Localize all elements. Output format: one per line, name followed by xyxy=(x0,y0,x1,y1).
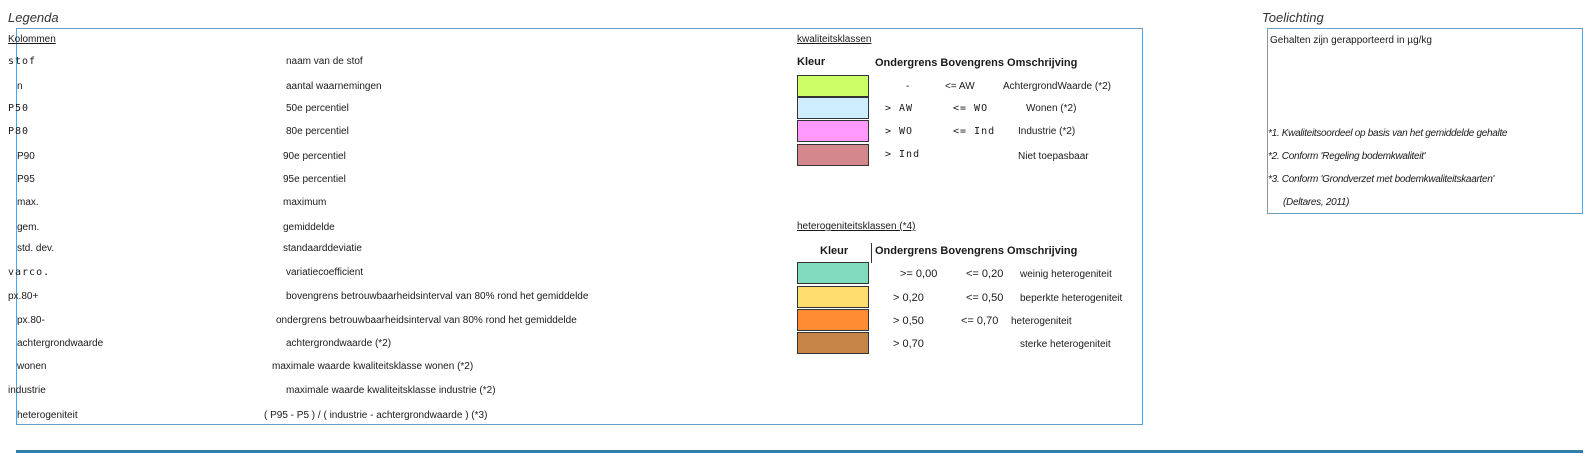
legend-key: px.80+ xyxy=(8,291,39,302)
legend-key: varco. xyxy=(8,267,51,278)
hetero-onder: > 0,50 xyxy=(893,315,924,327)
legend-desc: gemiddelde xyxy=(283,222,335,233)
hetero-col-divider xyxy=(871,243,872,263)
legend-desc: achtergrondwaarde (*2) xyxy=(286,338,392,349)
hetero-desc: weinig heterogeniteit xyxy=(1020,269,1112,280)
legend-key: stof xyxy=(8,56,37,67)
legend-key: n xyxy=(17,81,23,92)
toelichting-note: *2. Conform 'Regeling bodemkwaliteit' xyxy=(1268,151,1426,162)
legend-desc: 80e percentiel xyxy=(286,126,349,137)
legend-desc: bovengrens betrouwbaarheidsinterval van … xyxy=(286,291,589,302)
quality-col-kleur: Kleur xyxy=(797,56,826,68)
toelichting-text: Gehalten zijn gerapporteerd in µg/kg xyxy=(1270,35,1432,46)
legend-key: gem. xyxy=(17,222,40,233)
hetero-swatch xyxy=(797,309,869,331)
legend-key: max. xyxy=(17,197,39,208)
toelichting-note: *1. Kwaliteitsoordeel op basis van het g… xyxy=(1268,128,1508,139)
legend-desc: aantal waarnemingen xyxy=(286,81,382,92)
quality-onder: > WO xyxy=(885,126,914,137)
legend-desc: ( P95 - P5 ) / ( industrie - achtergrond… xyxy=(264,410,488,421)
legend-desc: 90e percentiel xyxy=(283,151,346,162)
hetero-desc: beperkte heterogeniteit xyxy=(1020,293,1123,304)
quality-swatch xyxy=(797,97,869,119)
hetero-boven: <= 0,70 xyxy=(961,315,999,327)
toelichting-title: Toelichting xyxy=(1262,10,1324,25)
hetero-swatch xyxy=(797,286,869,308)
hetero-swatch xyxy=(797,262,869,284)
legend-key: std. dev. xyxy=(17,243,55,254)
bottom-divider xyxy=(16,450,1583,453)
legend-desc: 95e percentiel xyxy=(283,174,346,185)
hetero-onder: > 0,20 xyxy=(893,292,924,304)
hetero-boven: <= 0,50 xyxy=(966,292,1004,304)
legend-key: achtergrondwaarde xyxy=(17,338,104,349)
quality-onder: - xyxy=(906,81,910,92)
hetero-onder: > 0,70 xyxy=(893,338,924,350)
legend-key: industrie xyxy=(8,385,46,396)
legend-desc: standaarddeviatie xyxy=(283,243,362,254)
hetero-boven: <= 0,20 xyxy=(966,268,1004,280)
quality-desc: Wonen (*2) xyxy=(1026,103,1077,114)
legend-desc: ondergrens betrouwbaarheidsinterval van … xyxy=(276,315,577,326)
legend-desc: maximum xyxy=(283,197,327,208)
quality-desc: Niet toepasbaar xyxy=(1018,151,1089,162)
legend-key: wonen xyxy=(17,361,47,372)
legend-box xyxy=(16,28,1143,425)
toelichting-note: (Deltares, 2011) xyxy=(1283,197,1350,208)
hetero-header: heterogeniteitsklassen (*4) xyxy=(797,221,916,232)
hetero-swatch xyxy=(797,332,869,354)
quality-onder: > AW xyxy=(885,103,914,114)
legend-key: P80 xyxy=(8,126,30,137)
quality-desc: Industrie (*2) xyxy=(1018,126,1076,137)
hetero-col-kleur: Kleur xyxy=(820,245,849,257)
legend-desc: variatiecoefficient xyxy=(286,267,364,278)
legend-key: P95 xyxy=(17,174,35,185)
quality-boven: <= AW xyxy=(945,81,975,92)
quality-swatch xyxy=(797,120,869,142)
legend-desc: maximale waarde kwaliteitsklasse industr… xyxy=(286,385,496,396)
hetero-col-headers: Ondergrens Bovengrens Omschrijving xyxy=(875,245,1078,257)
hetero-desc: heterogeniteit xyxy=(1011,316,1072,327)
quality-onder: > Ind xyxy=(885,149,921,160)
hetero-desc: sterke heterogeniteit xyxy=(1020,339,1111,350)
legend-desc: maximale waarde kwaliteitsklasse wonen (… xyxy=(272,361,474,372)
quality-col-headers: Ondergrens Bovengrens Omschrijving xyxy=(875,57,1078,69)
quality-swatch xyxy=(797,144,869,166)
quality-boven: <= WO xyxy=(953,103,989,114)
toelichting-note: *3. Conform 'Grondverzet met bodemkwalit… xyxy=(1268,174,1495,185)
quality-desc: AchtergrondWaarde (*2) xyxy=(1003,81,1112,92)
legend-key: P90 xyxy=(17,151,35,162)
legend-desc: naam van de stof xyxy=(286,56,363,67)
quality-header: kwaliteitsklassen xyxy=(797,34,872,45)
legend-key: P50 xyxy=(8,103,30,114)
legend-title: Legenda xyxy=(8,10,59,25)
quality-boven: <= Ind xyxy=(953,126,996,137)
hetero-onder: >= 0,00 xyxy=(900,268,938,280)
columns-header: Kolommen xyxy=(8,34,56,45)
legend-key: heterogeniteit xyxy=(17,410,78,421)
legend-key: px.80- xyxy=(17,315,45,326)
legend-desc: 50e percentiel xyxy=(286,103,349,114)
toelichting-box xyxy=(1267,28,1583,214)
quality-swatch xyxy=(797,75,869,97)
